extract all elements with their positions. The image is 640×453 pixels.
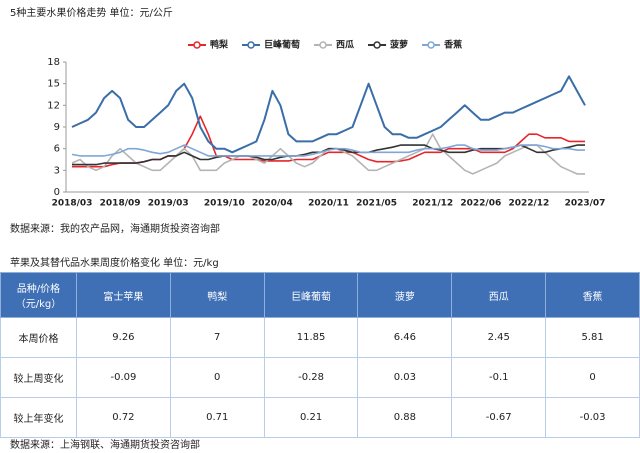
y-tick-label: 0 — [54, 187, 60, 198]
x-tick-label: 2021/12 — [412, 199, 453, 209]
table-cell: 0.72 — [76, 397, 171, 438]
table-body: 本周价格 9.26 7 11.85 6.46 2.45 5.81 较上周变化 -0.09 0 -0.… — [0, 317, 640, 438]
table-cell: 6.46 — [357, 317, 453, 358]
y-tick-label: 9 — [54, 122, 60, 133]
table-cell: 本周价格 — [0, 317, 77, 358]
table-source: 数据来源：上海钢联、海通期货投资咨询部 — [10, 440, 200, 451]
table-cell: -0.1 — [451, 357, 547, 398]
chart-title: 5种主要水果价格走势 单位：元/公斤 — [10, 8, 173, 19]
series-line — [71, 75, 586, 154]
y-tick-label: 15 — [47, 79, 60, 90]
table-cell: 0 — [169, 357, 265, 398]
header-cell: 品种/价格（元/kg） — [0, 272, 77, 318]
y-tick-label: 18 — [47, 57, 60, 68]
x-tick-label: 2018/09 — [100, 199, 141, 209]
table-row: 较上年变化 0.72 0.71 0.21 0.88 -0.67 -0.03 — [0, 397, 640, 438]
series-line — [72, 144, 585, 166]
legend-marker — [193, 41, 201, 49]
y-tick-label: 12 — [47, 100, 60, 111]
table-cell: 0 — [545, 357, 640, 398]
table-cell: 2.45 — [451, 317, 547, 358]
table-cell: 较上周变化 — [0, 357, 77, 398]
table-cell: 5.81 — [545, 317, 640, 358]
table-row: 较上周变化 -0.09 0 -0.28 0.03 -0.1 0 — [0, 357, 640, 398]
header-cell: 富士苹果 — [76, 272, 171, 318]
table-cell: 11.85 — [263, 317, 359, 358]
legend-label: 西瓜 — [336, 40, 354, 51]
table-cell: 0.71 — [169, 397, 265, 438]
x-tick-label: 2020/11 — [308, 199, 349, 209]
series-line — [71, 144, 585, 157]
price-table: 品种/价格（元/kg） 富士苹果 鸭梨 巨峰葡萄 菠萝 西瓜 香蕉 本周价格 9.26 7 11.… — [0, 272, 640, 438]
x-tick-label: 2021/05 — [356, 199, 397, 209]
y-tick-label: 3 — [54, 165, 60, 176]
table-cell: 0.21 — [263, 397, 359, 438]
legend-marker — [373, 41, 381, 49]
table-cell: 0.03 — [357, 357, 453, 398]
x-tick-label: 2018/03 — [52, 199, 93, 209]
legend-marker — [427, 41, 435, 49]
x-tick-label: 2023/07 — [565, 199, 606, 209]
legend-label: 鸭梨 — [210, 39, 229, 51]
header-cell: 鸭梨 — [169, 272, 265, 318]
table-cell: -0.28 — [263, 357, 359, 398]
legend-marker — [247, 41, 255, 49]
table-row: 本周价格 9.26 7 11.85 6.46 2.45 5.81 — [0, 317, 640, 358]
table-cell: 0.88 — [357, 397, 453, 438]
table-cell: 7 — [169, 317, 265, 358]
x-tick-label: 2022/06 — [460, 199, 501, 209]
header-row: 品种/价格（元/kg） 富士苹果 鸭梨 巨峰葡萄 菠萝 西瓜 香蕉 — [0, 272, 640, 318]
table-cell: 9.26 — [76, 317, 171, 358]
header-cell: 香蕉 — [545, 272, 640, 318]
legend-label: 香蕉 — [443, 39, 462, 51]
legend-marker — [319, 41, 327, 49]
series-line — [71, 133, 585, 175]
table-cell: 较上年变化 — [0, 397, 77, 438]
chart-source: 数据来源：我的农产品网，海通期货投资咨询部 — [10, 224, 220, 235]
header-cell: 西瓜 — [451, 272, 547, 318]
legend-label: 巨峰葡萄 — [264, 39, 300, 51]
chart: 0 3 6 9 12 15 18 2018/03 2018/09 2019/03 2019/10 20… — [47, 39, 606, 209]
x-tick-label: 2019/03 — [148, 199, 189, 209]
y-tick-label: 6 — [54, 144, 60, 155]
x-tick-label: 2022/12 — [508, 199, 549, 209]
x-tick-label: 2020/04 — [252, 199, 293, 209]
table-cell: -0.67 — [451, 397, 547, 438]
x-tick-label: 2019/10 — [204, 199, 245, 209]
table-title: 苹果及其替代品水果周度价格变化 单位：元/kg — [10, 258, 219, 269]
legend-label: 菠萝 — [390, 39, 408, 51]
header-cell: 菠萝 — [357, 272, 453, 318]
table-cell: -0.03 — [545, 397, 640, 438]
header-cell: 巨峰葡萄 — [263, 272, 359, 318]
table-cell: -0.09 — [76, 357, 171, 398]
